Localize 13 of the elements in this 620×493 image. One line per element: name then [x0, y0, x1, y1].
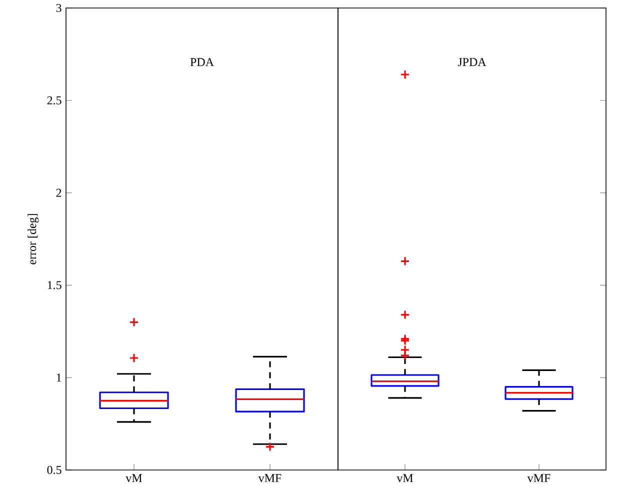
- x-tick-label: vMF: [258, 474, 282, 482]
- y-tick-label: 1.5: [48, 281, 62, 290]
- y-tick-label: 2.5: [47, 96, 62, 104]
- y-axis-title: error [deg]: [28, 214, 39, 264]
- x-tick-label: vM: [396, 474, 413, 482]
- y-tick-label: 3: [56, 4, 62, 12]
- y-tick-label: 1: [56, 374, 62, 382]
- x-tick-label: vM: [126, 474, 142, 482]
- text: PDA: [190, 58, 214, 66]
- x-tick-label: vMF: [527, 474, 550, 482]
- text: JPDA: [458, 58, 486, 66]
- y-tick-label: 2: [56, 188, 62, 197]
- y-tick-label: 0.5: [47, 466, 62, 474]
